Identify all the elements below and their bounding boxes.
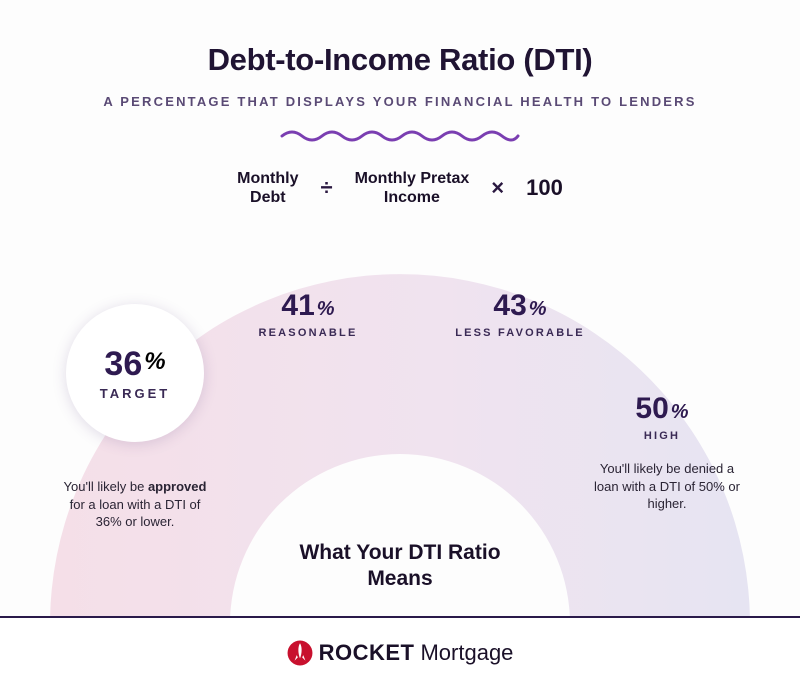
formula-term-debt-text: Monthly Debt bbox=[237, 169, 298, 207]
formula-term-income: Monthly Pretax Income bbox=[355, 169, 470, 207]
dti-point-target: 36% TARGET bbox=[66, 304, 204, 442]
gauge-center-caption: What Your DTI Ratio Means bbox=[290, 540, 510, 593]
dti-50-value: 50 bbox=[635, 392, 668, 426]
page-subtitle: A PERCENTAGE THAT DISPLAYS YOUR FINANCIA… bbox=[0, 94, 800, 109]
divide-icon: ÷ bbox=[320, 175, 332, 201]
formula-term-debt: Monthly Debt bbox=[237, 169, 298, 207]
footer: ROCKET Mortgage bbox=[0, 618, 800, 688]
brand-name-1: ROCKET bbox=[319, 640, 415, 666]
percent-icon: % bbox=[144, 348, 165, 376]
dti-43-value: 43 bbox=[493, 289, 526, 323]
formula-term-100: 100 bbox=[526, 175, 563, 201]
percent-icon: % bbox=[671, 401, 689, 424]
wave-divider bbox=[280, 129, 520, 143]
gauge-arc: 41% REASONABLE 43% LESS FAVORABLE 50% HI… bbox=[40, 264, 760, 618]
dti-target-description: You'll likely be approved for a loan wit… bbox=[60, 478, 210, 531]
dti-41-label: REASONABLE bbox=[238, 327, 378, 339]
percent-icon: % bbox=[317, 298, 335, 321]
dti-50-label: HIGH bbox=[602, 430, 722, 442]
formula-term-income-text: Monthly Pretax Income bbox=[355, 169, 470, 207]
brand-name-2: Mortgage bbox=[420, 640, 513, 666]
dti-point-reasonable: 41% REASONABLE bbox=[238, 289, 378, 339]
dti-41-value: 41 bbox=[281, 289, 314, 323]
percent-icon: % bbox=[529, 298, 547, 321]
dti-36-value: 36 bbox=[104, 345, 142, 384]
rocket-icon bbox=[287, 640, 313, 666]
wave-path bbox=[282, 132, 518, 140]
dti-point-high: 50% HIGH bbox=[602, 392, 722, 442]
brand-logo: ROCKET Mortgage bbox=[287, 640, 514, 666]
page-title: Debt-to-Income Ratio (DTI) bbox=[0, 0, 800, 78]
multiply-icon: × bbox=[491, 175, 504, 201]
dti-high-description: You'll likely be denied a loan with a DT… bbox=[592, 460, 742, 513]
dti-point-less-favorable: 43% LESS FAVORABLE bbox=[440, 289, 600, 339]
dti-43-label: LESS FAVORABLE bbox=[440, 327, 600, 339]
formula-row: Monthly Debt ÷ Monthly Pretax Income × 1… bbox=[0, 169, 800, 207]
main-panel: Debt-to-Income Ratio (DTI) A PERCENTAGE … bbox=[0, 0, 800, 618]
dti-36-label: TARGET bbox=[100, 386, 170, 401]
